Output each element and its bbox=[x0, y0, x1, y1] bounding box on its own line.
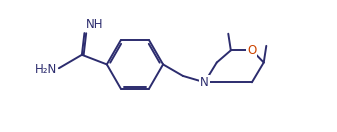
Text: N: N bbox=[200, 76, 209, 89]
Text: NH: NH bbox=[86, 18, 103, 31]
Text: H₂N: H₂N bbox=[34, 63, 57, 76]
Text: O: O bbox=[247, 44, 256, 57]
